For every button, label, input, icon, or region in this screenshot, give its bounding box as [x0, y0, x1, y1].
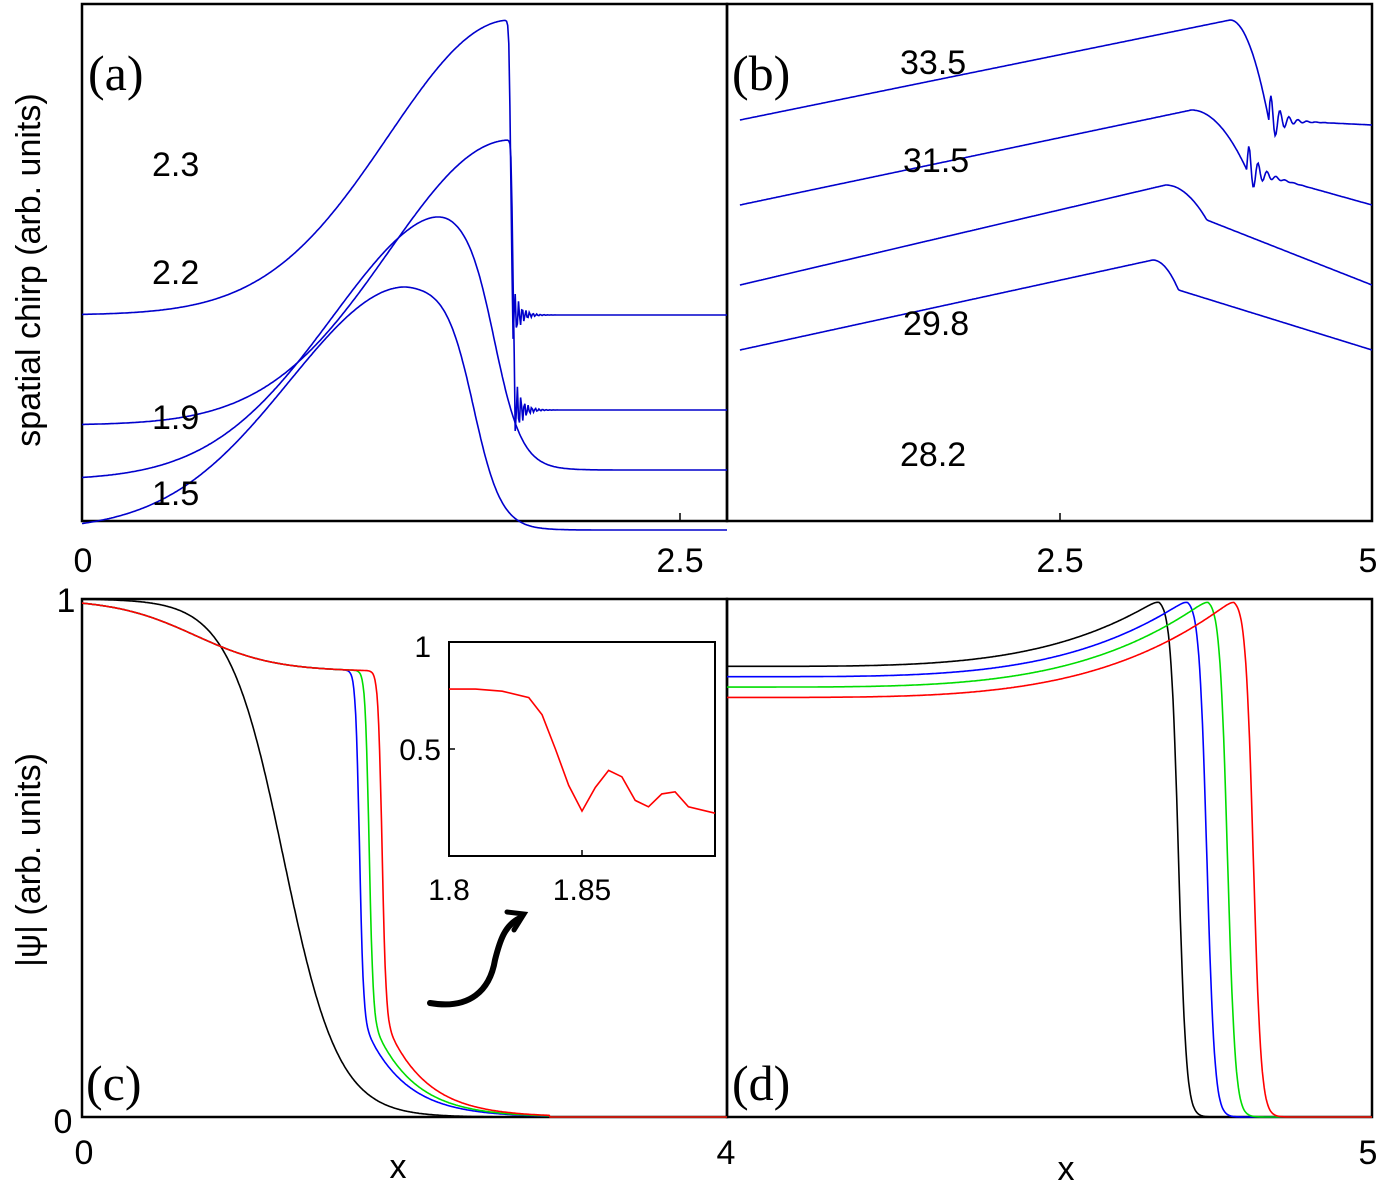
series-line — [82, 602, 727, 1118]
series-line — [81, 286, 727, 531]
inset-x-tick-label: 1.85 — [553, 874, 611, 907]
inset-curves — [449, 688, 716, 814]
x-tick-label: 0 — [74, 542, 93, 580]
y-tick-label: 1 — [57, 582, 76, 620]
panel-d-frame — [725, 597, 1374, 1119]
x-tick-label: 2.5 — [1036, 542, 1083, 580]
arrow-icon — [427, 915, 523, 1008]
series-line — [739, 19, 1373, 139]
inset-y-tick-label: 1 — [414, 631, 431, 664]
curve-label: 33.5 — [900, 44, 966, 82]
curve-label: 1.5 — [152, 475, 199, 513]
arrowhead-icon — [504, 909, 529, 933]
y-axis-label: spatial chirp (arb. units) — [10, 93, 48, 446]
panel-c-curves — [82, 598, 727, 1118]
panel-label-c: (c) — [86, 1055, 142, 1111]
x-tick-label: 5 — [1359, 542, 1378, 580]
x-tick-label: 5 — [1359, 1134, 1378, 1172]
panel-label-a: (a) — [88, 45, 144, 101]
series-line — [727, 601, 1372, 1118]
series-line — [82, 139, 727, 432]
series-line — [739, 184, 1373, 286]
inset-series-line — [449, 688, 716, 814]
curve-label: 2.2 — [152, 254, 199, 292]
inset-x-tick-label: 1.8 — [428, 874, 470, 907]
series-line — [739, 259, 1373, 351]
panel-b-curves — [739, 19, 1373, 351]
x-tick-label: 4 — [717, 1134, 736, 1172]
y-axis-label: |ψ| (arb. units) — [10, 753, 48, 967]
series-line — [82, 19, 727, 339]
x-tick-label: 2.5 — [656, 542, 703, 580]
panel-label-d: (d) — [732, 1055, 790, 1111]
panel-b-frame — [725, 2, 1374, 523]
x-tick-label: 0 — [75, 1134, 94, 1172]
series-line — [81, 216, 727, 479]
axes-frames — [80, 2, 1374, 1119]
x-axis-label: x — [390, 1148, 407, 1183]
series-line — [727, 601, 1372, 1118]
x-axis-label: x — [1058, 1150, 1075, 1183]
series-line — [727, 601, 1372, 1118]
curve-label: 31.5 — [903, 142, 969, 180]
inset-y-tick-label: 0.5 — [399, 734, 441, 767]
curve-label: 28.2 — [900, 436, 966, 474]
curve-label: 1.9 — [152, 399, 199, 437]
curve-label: 2.3 — [152, 146, 199, 184]
curve-label: 29.8 — [903, 305, 969, 343]
y-tick-label: 0 — [54, 1103, 73, 1141]
panel-d-curves — [727, 601, 1372, 1118]
panel-a-curves — [81, 19, 727, 531]
series-line — [727, 601, 1372, 1118]
panel-label-b: (b) — [732, 45, 790, 101]
series-line — [739, 109, 1373, 206]
inset-frame — [448, 641, 716, 857]
